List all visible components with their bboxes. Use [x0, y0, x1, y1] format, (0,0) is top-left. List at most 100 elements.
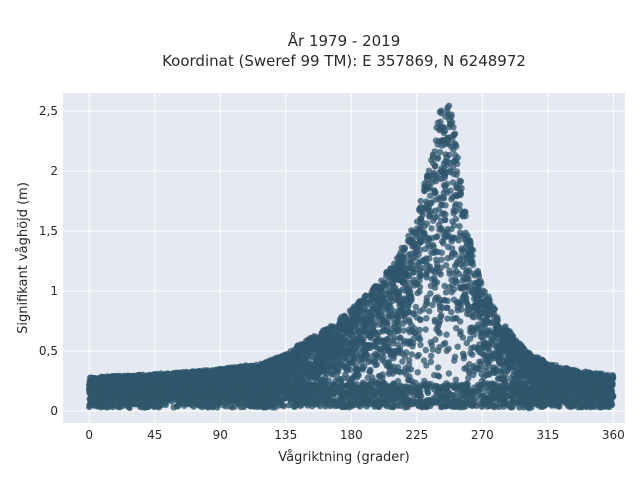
scatter-point	[460, 247, 467, 254]
scatter-point	[428, 199, 435, 206]
scatter-point	[527, 374, 534, 381]
scatter-point	[382, 344, 389, 351]
scatter-point	[287, 358, 294, 365]
scatter-point	[286, 366, 293, 374]
scatter-point	[483, 344, 490, 351]
scatter-point	[417, 238, 424, 246]
scatter-point	[298, 374, 306, 382]
scatter-point	[422, 326, 429, 333]
scatter-point	[408, 351, 415, 358]
scatter-point	[402, 365, 409, 372]
scatter-point	[402, 371, 410, 378]
scatter-point	[529, 353, 537, 360]
scatter-point	[444, 225, 451, 233]
scatter-point	[454, 304, 461, 311]
scatter-point	[454, 154, 461, 161]
scatter-point	[445, 345, 452, 352]
scatter-point	[436, 299, 443, 307]
scatter-point	[410, 254, 417, 261]
scatter-point	[452, 376, 460, 383]
scatter-point	[405, 288, 412, 296]
scatter-point	[442, 211, 449, 218]
scatter-point	[438, 238, 446, 245]
scatter-point	[396, 335, 403, 342]
scatter-point	[444, 315, 451, 322]
scatter-point	[382, 326, 389, 334]
scatter-point	[485, 328, 492, 336]
scatter-point	[501, 342, 508, 349]
scatter-point	[448, 309, 455, 316]
scatter-point	[307, 375, 314, 382]
scatter-point	[484, 319, 492, 326]
scatter-point	[477, 300, 484, 307]
scatter-point	[434, 264, 441, 271]
scatter-point	[406, 279, 413, 286]
scatter-point	[316, 334, 323, 341]
scatter-point	[466, 367, 473, 374]
scatter-point	[394, 276, 402, 283]
scatter-point	[483, 371, 490, 378]
scatter-point	[316, 367, 323, 375]
scatter-point	[401, 295, 408, 302]
scatter-point	[405, 326, 412, 333]
scatter-point	[373, 352, 380, 359]
scatter-point	[429, 346, 437, 353]
scatter-point	[395, 347, 402, 354]
scatter-point	[431, 316, 439, 324]
scatter-point	[328, 336, 335, 343]
scatter-point	[379, 374, 386, 381]
scatter-point	[345, 326, 352, 333]
scatter-point	[414, 369, 421, 376]
scatter-point	[306, 362, 314, 369]
scatter-point	[222, 366, 229, 374]
scatter-point	[453, 299, 461, 306]
scatter-point	[469, 252, 476, 260]
scatter-point	[416, 269, 423, 276]
scatter-point	[444, 243, 452, 251]
chart-title-line-1: År 1979 - 2019	[288, 31, 401, 50]
scatter-point	[412, 303, 420, 311]
scatter-point	[432, 173, 440, 180]
scatter-point	[367, 311, 374, 319]
scatter-point	[433, 326, 440, 333]
scatter-point	[364, 354, 371, 362]
scatter-point	[466, 335, 474, 342]
scatter-point	[338, 317, 345, 325]
scatter-point	[464, 232, 471, 239]
scatter-point	[446, 116, 453, 124]
scatter-point	[394, 315, 402, 322]
scatter-point	[422, 203, 429, 210]
scatter-point	[427, 192, 434, 199]
scatter-point	[454, 343, 461, 350]
scatter-point	[427, 338, 434, 346]
scatter-point	[399, 358, 406, 365]
scatter-point	[450, 269, 457, 277]
scatter-point	[479, 323, 486, 331]
scatter-point	[423, 362, 430, 369]
scatter-point	[359, 366, 366, 373]
scatter-point	[372, 361, 379, 369]
scatter-point	[427, 358, 435, 366]
scatter-point	[496, 360, 503, 367]
scatter-point	[444, 304, 451, 311]
scatter-point	[501, 334, 508, 342]
scatter-point	[400, 278, 408, 285]
scatter-point	[479, 333, 486, 341]
scatter-point	[429, 241, 437, 249]
scatter-point	[510, 342, 517, 349]
scatter-point	[420, 256, 428, 264]
scatter-point	[164, 370, 171, 377]
scatter-point	[364, 374, 371, 382]
scatter-point	[354, 326, 361, 333]
scatter-point	[477, 366, 484, 373]
scatter-point	[446, 123, 453, 131]
scatter-point	[410, 335, 417, 342]
scatter-point	[401, 260, 408, 268]
scatter-point	[582, 368, 589, 375]
scatter-point	[234, 377, 241, 384]
scatter-point	[453, 181, 460, 189]
scatter-point	[389, 337, 397, 344]
scatter-point	[427, 290, 434, 297]
scatter-point	[429, 154, 437, 161]
